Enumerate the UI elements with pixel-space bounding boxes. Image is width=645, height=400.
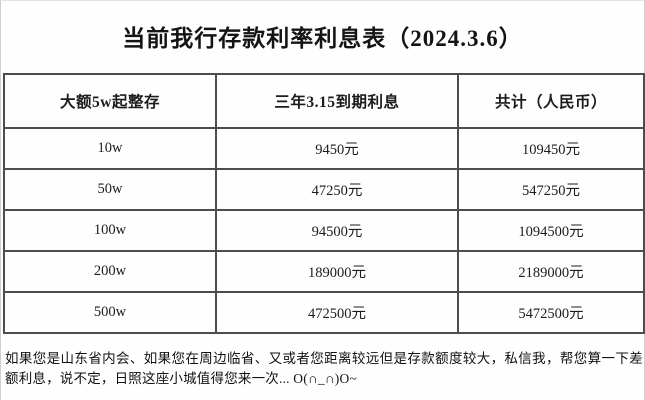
- table-row: 200w 189000元 2189000元: [3, 250, 645, 293]
- column-header-deposit-amount: 大额5w起整存: [3, 73, 217, 129]
- table-header-row: 大额5w起整存 三年3.15到期利息 共计（人民币）: [3, 73, 645, 129]
- deposit-rate-table: 大额5w起整存 三年3.15到期利息 共计（人民币） 10w 9450元 109…: [3, 73, 645, 334]
- cell-total: 5472500元: [457, 291, 645, 334]
- table-row: 100w 94500元 1094500元: [3, 209, 645, 252]
- column-header-total: 共计（人民币）: [457, 73, 645, 129]
- cell-total: 1094500元: [457, 209, 645, 252]
- cell-amount: 10w: [3, 127, 217, 170]
- table-row: 50w 47250元 547250元: [3, 168, 645, 211]
- cell-total: 547250元: [457, 168, 645, 211]
- table-row: 500w 472500元 5472500元: [3, 291, 645, 334]
- cell-interest: 189000元: [215, 250, 459, 293]
- cell-amount: 500w: [3, 291, 217, 334]
- cell-interest: 47250元: [215, 168, 459, 211]
- cell-amount: 50w: [3, 168, 217, 211]
- page-title: 当前我行存款利率利息表（2024.3.6）: [122, 26, 523, 51]
- cell-amount: 200w: [3, 250, 217, 293]
- cell-total: 2189000元: [457, 250, 645, 293]
- cell-interest: 9450元: [215, 127, 459, 170]
- cell-total: 109450元: [457, 127, 645, 170]
- column-header-interest: 三年3.15到期利息: [215, 73, 459, 129]
- table-row: 10w 9450元 109450元: [3, 127, 645, 170]
- footer-note: 如果您是山东省内会、如果您在周边临省、又或者您距离较远但是存款额度较大，私信我，…: [5, 351, 643, 386]
- cell-interest: 472500元: [215, 291, 459, 334]
- cell-amount: 100w: [3, 209, 217, 252]
- cell-interest: 94500元: [215, 209, 459, 252]
